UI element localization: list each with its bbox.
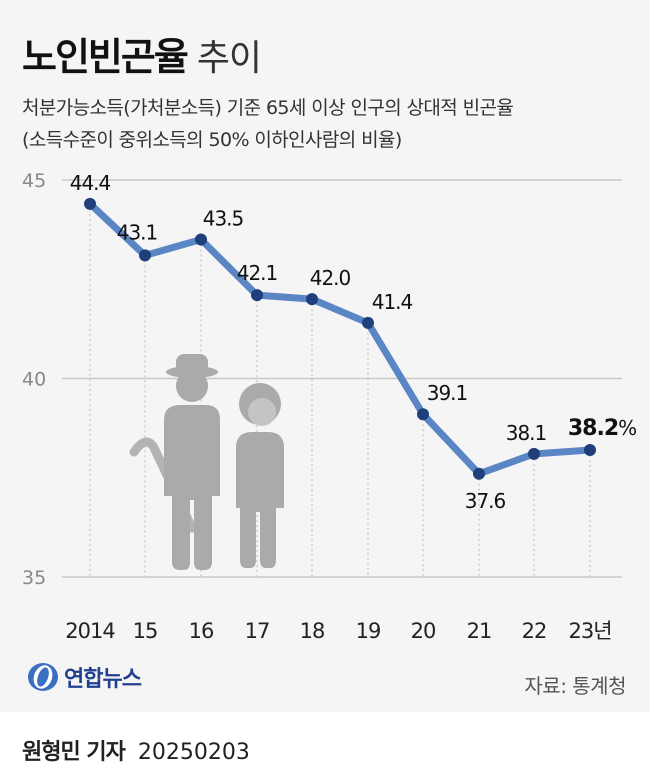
data-point bbox=[417, 408, 429, 421]
chart-subtitle: 처분가능소득(가처분소득) 기준 65세 이상 인구의 상대적 빈곤율 (소득수… bbox=[22, 92, 514, 156]
x-tick-label: 16 bbox=[189, 619, 214, 643]
data-label: 41.4 bbox=[372, 290, 413, 314]
data-point bbox=[306, 293, 318, 306]
data-label: 38.2% bbox=[568, 416, 636, 441]
publish-date: 20250203 bbox=[137, 740, 250, 765]
data-label: 44.4 bbox=[70, 171, 111, 195]
title-sub: 추이 bbox=[196, 38, 262, 79]
x-tick-label: 20 bbox=[411, 619, 436, 643]
logo-text: 연합뉴스 bbox=[64, 667, 142, 692]
data-points bbox=[84, 197, 596, 480]
chart-title: 노인빈곤율 추이 bbox=[22, 26, 262, 81]
x-tick-label: 23년 bbox=[568, 619, 611, 643]
category-guides bbox=[89, 203, 591, 577]
data-label: 38.1 bbox=[506, 421, 547, 445]
y-tick-label: 40 bbox=[22, 369, 46, 391]
series-line bbox=[86, 200, 594, 478]
data-label: 42.0 bbox=[310, 266, 351, 290]
author-name: 원형민 기자 bbox=[22, 740, 126, 765]
x-tick-label: 2014 bbox=[65, 619, 115, 643]
yonhap-logo-icon bbox=[28, 663, 58, 691]
x-tick-label: 18 bbox=[300, 619, 325, 643]
data-point bbox=[473, 467, 485, 480]
y-axis-labels: 35 40 45 bbox=[22, 170, 46, 589]
data-source: 자료: 통계청 bbox=[524, 674, 626, 698]
title-main: 노인빈곤율 bbox=[22, 35, 189, 79]
x-tick-label: 17 bbox=[245, 619, 270, 643]
x-axis-labels: 2014 15 16 17 18 19 20 21 22 23년 bbox=[65, 619, 612, 643]
x-tick-label: 21 bbox=[467, 619, 492, 643]
data-labels: 44.4 43.1 43.5 42.1 42.0 41.4 39.1 37.6 38.1 38.2… bbox=[70, 171, 637, 513]
data-point bbox=[195, 233, 207, 246]
grid-lines bbox=[62, 179, 622, 578]
footer-bar bbox=[0, 712, 650, 780]
data-point bbox=[84, 197, 96, 210]
data-point bbox=[251, 289, 263, 302]
x-tick-label: 15 bbox=[133, 619, 158, 643]
line-chart: 35 40 45 44.4 43.1 43.5 42.1 42.0 41.4 39.1 37.6 3… bbox=[22, 170, 637, 643]
subtitle-line-2: (소득수준이 중위소득의 50% 이하인사람의 비율) bbox=[22, 129, 402, 151]
y-tick-label: 45 bbox=[22, 170, 46, 192]
x-tick-label: 19 bbox=[356, 619, 381, 643]
data-label: 42.1 bbox=[237, 261, 278, 285]
brand-logo: 연합뉴스 bbox=[26, 660, 142, 694]
elderly-couple-icon bbox=[129, 354, 284, 570]
data-label: 43.1 bbox=[117, 220, 158, 244]
y-tick-label: 35 bbox=[22, 567, 46, 589]
data-label: 37.6 bbox=[465, 489, 506, 513]
data-point bbox=[528, 447, 540, 460]
byline: 원형민 기자 20250203 bbox=[22, 734, 250, 766]
data-label: 43.5 bbox=[203, 207, 244, 231]
data-point bbox=[584, 443, 596, 456]
x-tick-label: 22 bbox=[522, 619, 547, 643]
data-point bbox=[362, 316, 374, 329]
data-point bbox=[139, 249, 151, 262]
subtitle-line-1: 처분가능소득(가처분소득) 기준 65세 이상 인구의 상대적 빈곤율 bbox=[22, 97, 514, 119]
data-label: 39.1 bbox=[427, 381, 468, 405]
